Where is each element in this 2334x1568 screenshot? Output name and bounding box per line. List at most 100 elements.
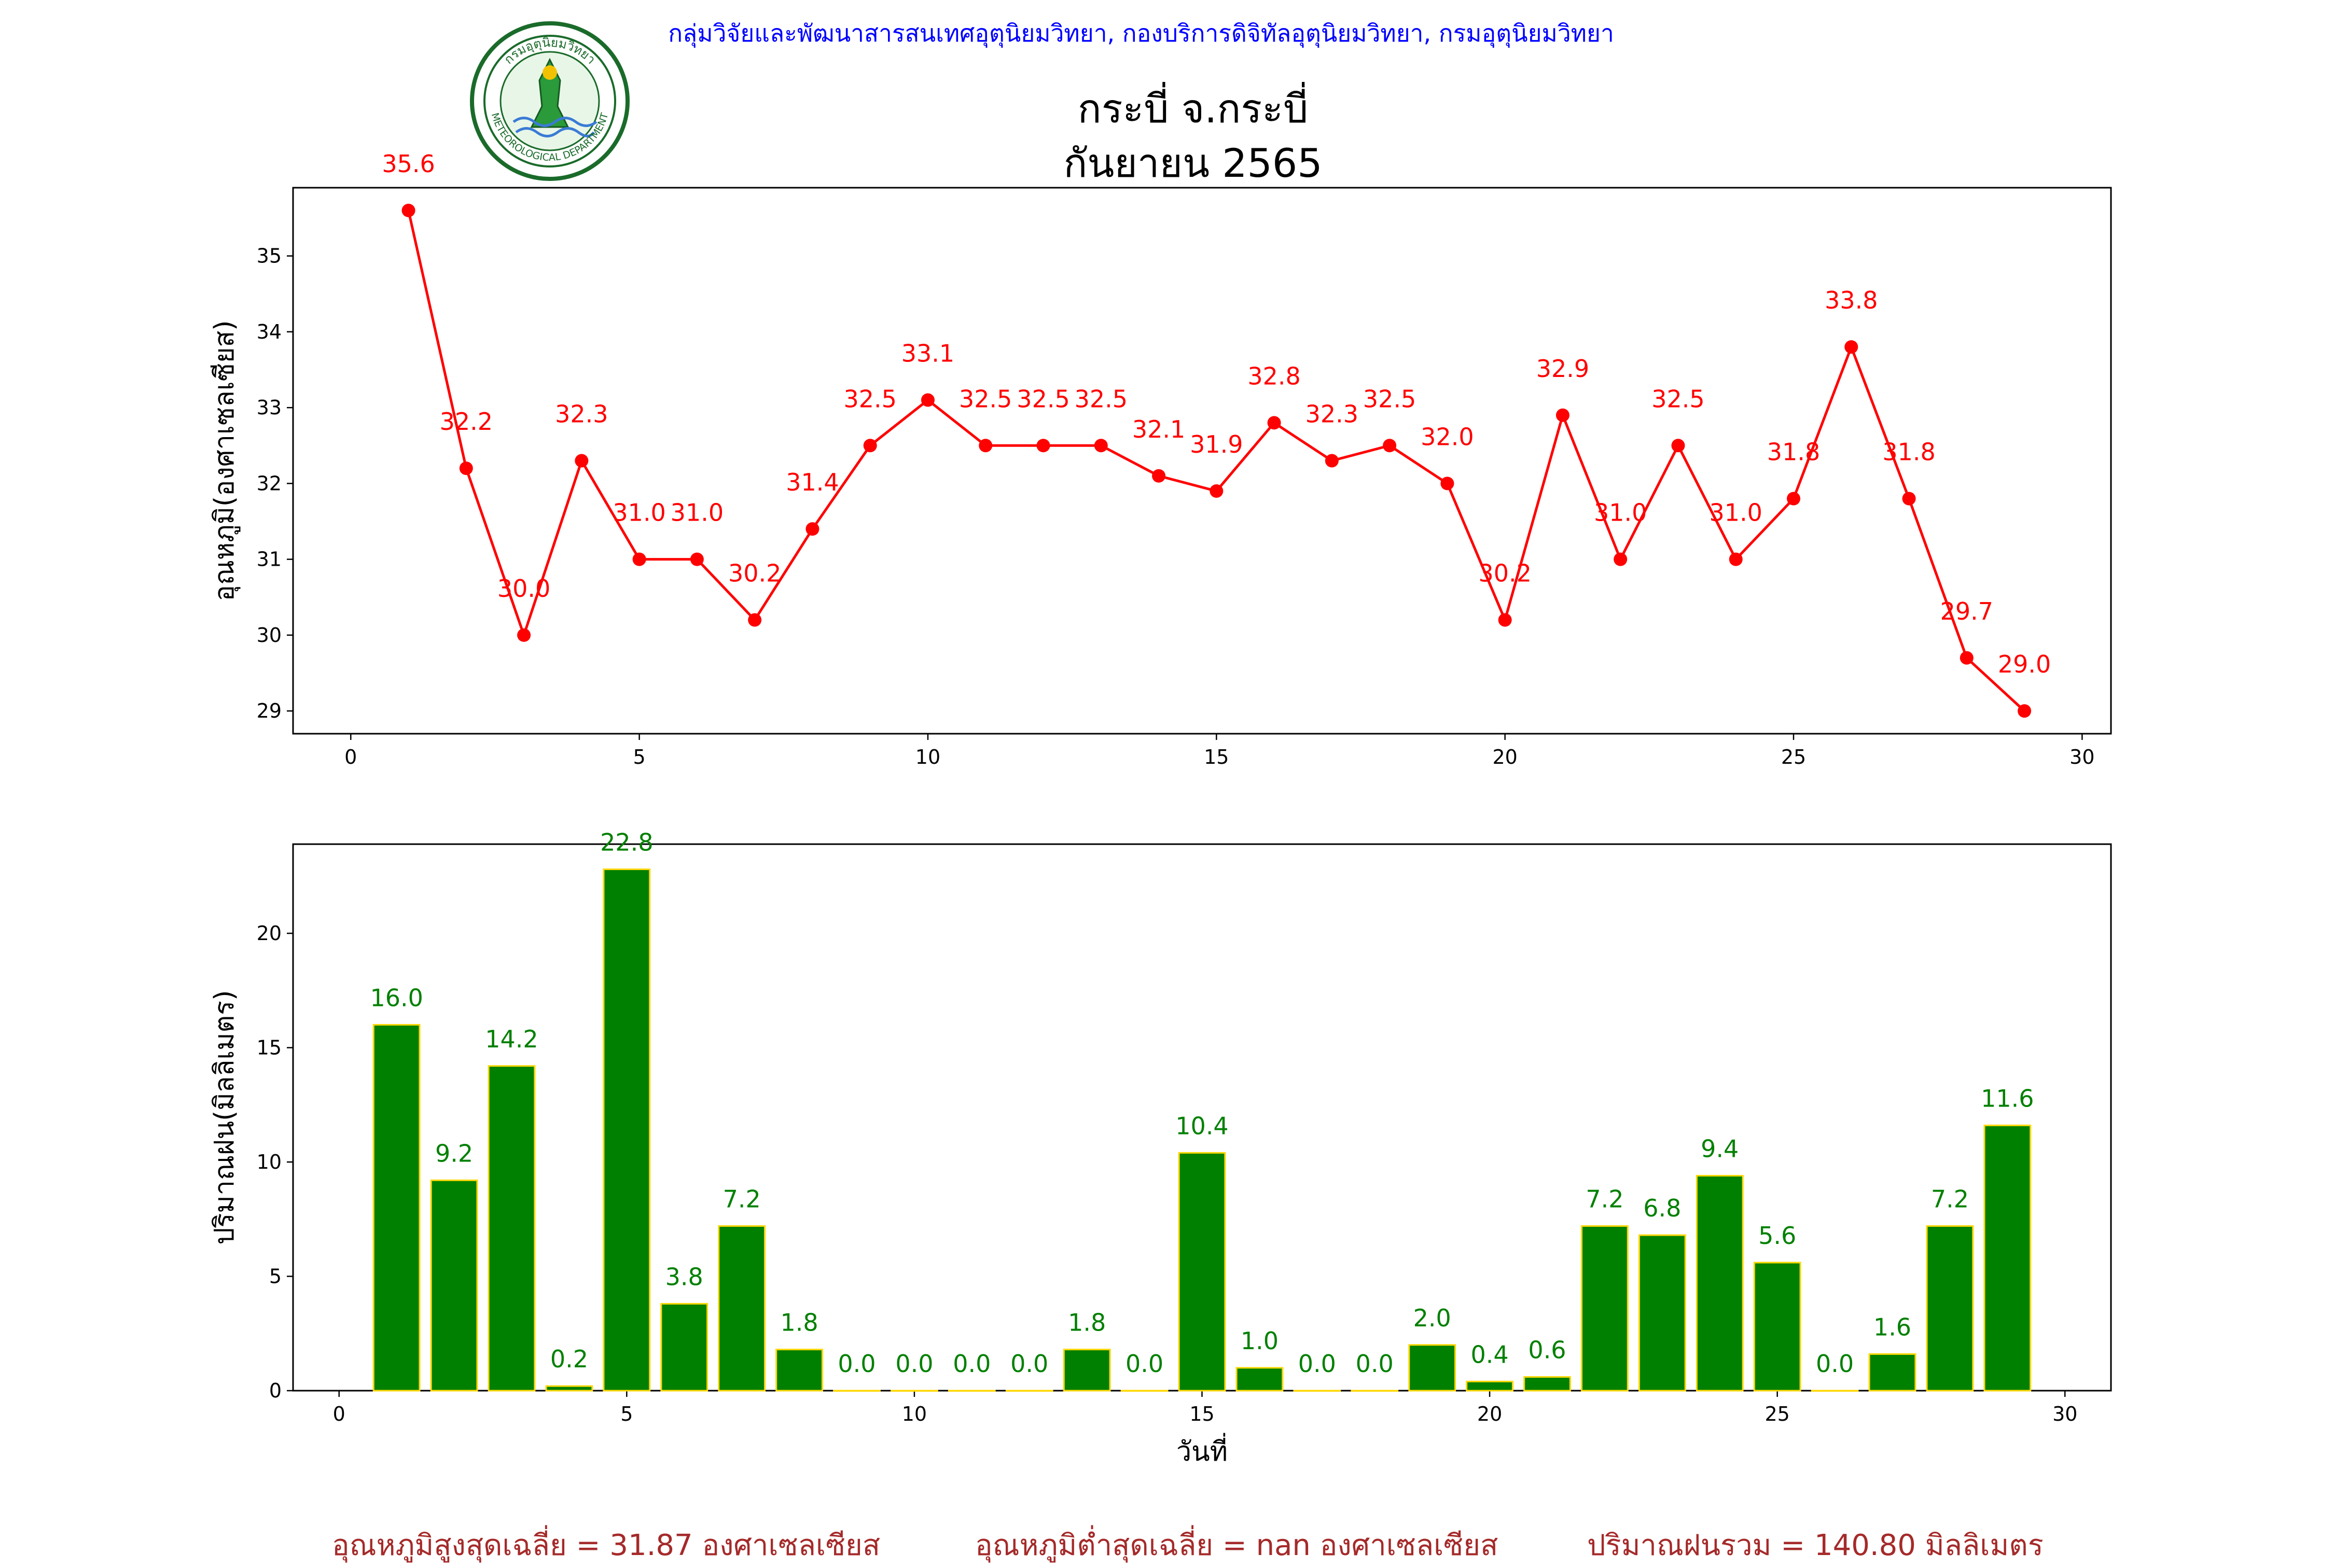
- temperature-data-label: 30.2: [728, 559, 781, 587]
- rainfall-data-label: 1.6: [1873, 1313, 1911, 1341]
- rainfall-bar: [1753, 1262, 1801, 1392]
- x-tick-label: 20: [1477, 1403, 1502, 1425]
- y-tick-label: 20: [257, 922, 282, 945]
- rainfall-data-label: 14.2: [485, 1025, 538, 1053]
- axes-frame: [292, 187, 2112, 735]
- temperature-point: [863, 439, 877, 453]
- rainfall-bar: [603, 869, 651, 1392]
- rainfall-data-label: 5.6: [1758, 1222, 1796, 1250]
- rainfall-data-label: 9.4: [1701, 1135, 1739, 1163]
- temperature-data-label: 33.1: [901, 340, 954, 368]
- x-tick-label: 30: [2069, 746, 2094, 768]
- temperature-point: [575, 454, 589, 468]
- y-tick-label: 29: [257, 699, 282, 722]
- rainfall-bar: [1926, 1225, 1974, 1392]
- temperature-point: [1902, 492, 1916, 506]
- x-tick-label: 0: [333, 1403, 345, 1425]
- rainfall-bar: [372, 1024, 421, 1392]
- rainfall-chart: 0 5 10 15 20 25 30 0 5 10 15 20 ปริมาณฝน(มิลลิเมตร) ว…: [209, 829, 2112, 1467]
- temperature-chart: 0 5 10 15 20 25 30 29 30 31 32 33 34 35 อุณหภูมิ(องศาเ…: [209, 150, 2112, 768]
- temperature-point: [1094, 439, 1108, 453]
- rainfall-bar: [1466, 1380, 1513, 1392]
- temperature-data-label: 31.0: [1710, 499, 1762, 527]
- avg-min-temp-summary: อุณหภูมิต่ำสุดเฉลี่ย = nan องศาเซลเซียส: [975, 1529, 1498, 1562]
- x-tick-label: 10: [902, 1403, 927, 1425]
- x-tick-label: 25: [1765, 1403, 1789, 1425]
- rainfall-bar: [1983, 1124, 2032, 1392]
- temperature-point: [401, 203, 415, 217]
- temperature-data-label: 31.0: [671, 499, 724, 527]
- temperature-data-label: 32.3: [555, 400, 608, 428]
- rainfall-data-label: 0.0: [1010, 1350, 1048, 1378]
- rainfall-data-label: 2.0: [1413, 1304, 1451, 1332]
- temperature-point: [1036, 439, 1050, 453]
- chart-title-station: กระบี่ จ.กระบี่: [1077, 86, 1309, 132]
- temperature-point: [979, 439, 993, 453]
- temperature-point: [748, 613, 762, 627]
- temperature-point: [1614, 552, 1628, 566]
- y-axis-title: อุณหภูมิ(องศาเซลเซียส): [209, 320, 241, 601]
- rainfall-bar: [1868, 1353, 1916, 1392]
- y-tick-label: 35: [257, 245, 282, 268]
- temperature-point: [1555, 408, 1569, 422]
- temperature-point: [1383, 439, 1397, 453]
- temperature-point: [1844, 340, 1858, 354]
- temperature-point: [805, 522, 819, 536]
- temperature-point: [517, 628, 531, 642]
- temperature-data-label: 33.8: [1825, 286, 1878, 314]
- temperature-data-label: 29.0: [1998, 650, 2051, 678]
- temperature-point: [459, 461, 473, 475]
- temperature-point: [1671, 439, 1685, 453]
- temperature-data-label: 29.7: [1940, 597, 1993, 625]
- temperature-data-label: 32.0: [1421, 423, 1474, 451]
- temperature-point: [1210, 484, 1224, 498]
- temperature-data-label: 31.8: [1882, 438, 1935, 466]
- rainfall-data-label: 7.2: [1586, 1185, 1623, 1213]
- rainfall-bar: [1581, 1225, 1629, 1392]
- temperature-point: [1152, 469, 1166, 483]
- temperature-data-label: 31.9: [1190, 430, 1243, 458]
- rainfall-data-label: 1.8: [780, 1309, 818, 1337]
- temperature-data-label: 32.9: [1536, 355, 1589, 383]
- x-tick-label: 15: [1204, 746, 1229, 768]
- rainfall-bar: [1235, 1367, 1284, 1392]
- summary-footer: อุณหภูมิสูงสุดเฉลี่ย = 31.87 องศาเซลเซีย…: [0, 1522, 2334, 1562]
- rainfall-bar: [775, 1349, 823, 1392]
- rainfall-data-label: 0.0: [953, 1350, 991, 1378]
- temperature-data-label: 32.5: [1363, 385, 1416, 413]
- meteorological-department-logo: กรมอุตุนิยมวิทยา METEOROLOGICAL DEPARTME…: [470, 21, 630, 181]
- temperature-point: [921, 393, 935, 407]
- temperature-point: [2018, 704, 2032, 718]
- rainfall-bar: [1696, 1174, 1744, 1392]
- rainfall-bar: [1178, 1152, 1226, 1392]
- rainfall-data-label: 16.0: [370, 984, 423, 1012]
- y-tick-label: 15: [257, 1036, 282, 1059]
- temperature-data-label: 31.0: [613, 499, 665, 527]
- rainfall-bar: [1408, 1344, 1456, 1392]
- avg-max-temp-summary: อุณหภูมิสูงสุดเฉลี่ย = 31.87 องศาเซลเซีย…: [332, 1529, 881, 1562]
- x-tick-label: 10: [915, 746, 940, 768]
- y-tick-label: 10: [257, 1151, 282, 1173]
- rainfall-data-label: 0.0: [1356, 1350, 1394, 1378]
- temperature-data-label: 32.5: [1075, 385, 1128, 413]
- temperature-data-label: 32.5: [843, 385, 896, 413]
- temperature-data-label: 31.0: [1594, 499, 1647, 527]
- rainfall-bar: [545, 1385, 593, 1392]
- chart-title-month: กันยายน 2565: [1063, 140, 1323, 186]
- y-tick-label: 0: [269, 1379, 282, 1402]
- y-axis-title: ปริมาณฝน(มิลลิเมตร): [209, 990, 240, 1244]
- rainfall-data-label: 1.8: [1068, 1309, 1106, 1337]
- temperature-data-label: 31.4: [786, 468, 839, 496]
- rainfall-data-label: 0.0: [838, 1350, 876, 1378]
- temperature-data-label: 32.5: [959, 385, 1012, 413]
- rainfall-data-label: 0.0: [1298, 1350, 1336, 1378]
- temperature-data-label: 30.2: [1478, 559, 1531, 587]
- y-tick-label: 34: [257, 320, 282, 343]
- temperature-point: [1267, 416, 1281, 430]
- temperature-point: [690, 552, 704, 566]
- rainfall-bar: [1638, 1234, 1686, 1392]
- y-tick-label: 5: [269, 1265, 282, 1287]
- rainfall-data-label: 10.4: [1175, 1112, 1228, 1140]
- rainfall-bar: [430, 1179, 478, 1392]
